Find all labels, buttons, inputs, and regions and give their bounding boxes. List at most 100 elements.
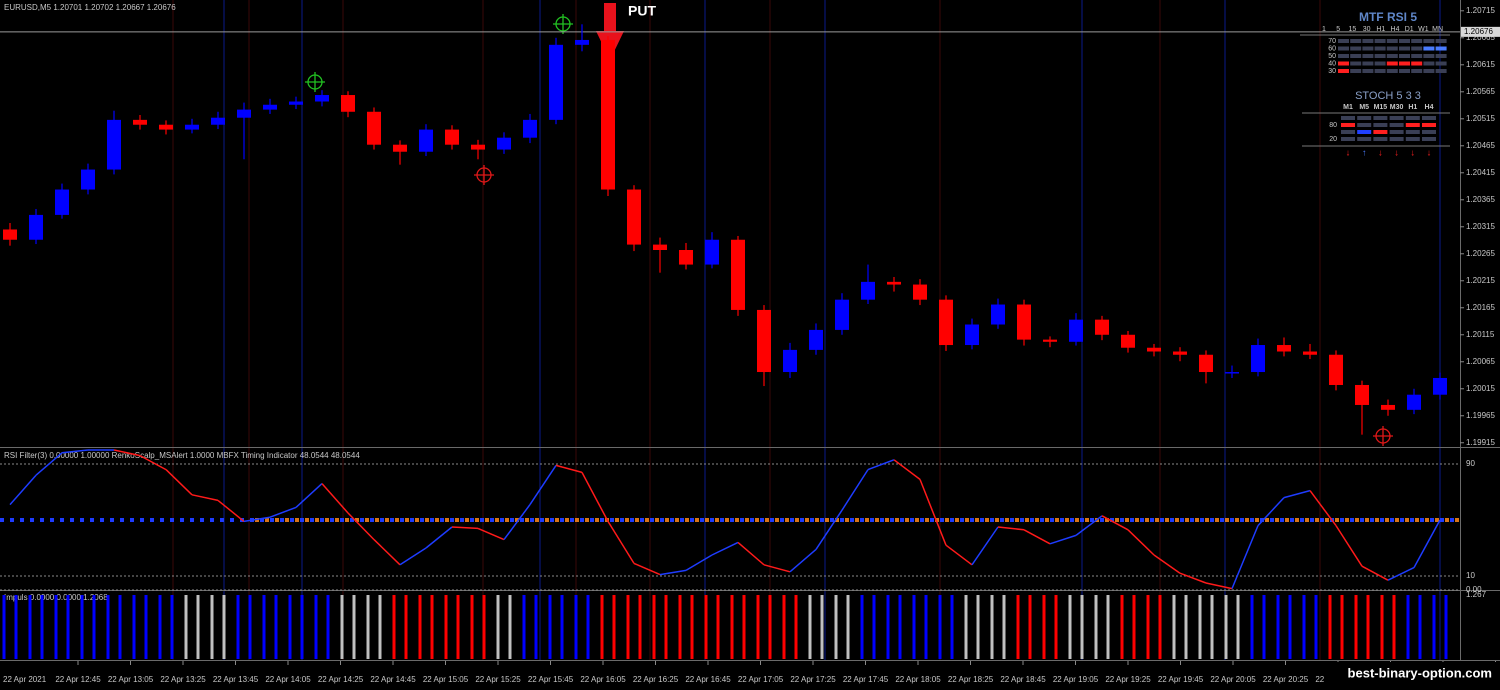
impulse-bar bbox=[54, 595, 58, 659]
candle-body bbox=[1043, 339, 1057, 342]
widget-cell bbox=[1374, 69, 1386, 73]
x-tick-label: 22 Apr 19:25 bbox=[1105, 675, 1151, 684]
candle-body bbox=[679, 249, 693, 265]
oscillator-segment bbox=[165, 469, 193, 496]
widget-cell bbox=[1386, 61, 1398, 66]
oscillator-segment bbox=[1387, 566, 1415, 581]
candle-body bbox=[55, 189, 69, 215]
oscillator-segment bbox=[919, 479, 947, 546]
impulse-bar bbox=[144, 595, 148, 659]
oscillator-segment bbox=[893, 459, 921, 480]
x-tick-label: 22 Apr 15:45 bbox=[528, 675, 574, 684]
impulse-bar bbox=[1184, 595, 1188, 659]
widget-cell bbox=[1350, 46, 1362, 51]
crosshair-markers bbox=[305, 14, 1393, 446]
y-tick-label: 10 bbox=[1466, 571, 1475, 580]
widget-cell bbox=[1357, 130, 1372, 134]
impulse-bar bbox=[1380, 595, 1384, 659]
x-tick-label: 22 Apr 13:05 bbox=[108, 675, 154, 684]
impulse-bar bbox=[300, 595, 304, 659]
candle-body bbox=[1407, 394, 1421, 410]
oscillator-segment bbox=[347, 512, 375, 541]
widget-column: M30 bbox=[1390, 104, 1404, 111]
impulse-bar bbox=[716, 595, 720, 659]
widget-column: M5 bbox=[1359, 104, 1369, 111]
oscillator-segment bbox=[1075, 515, 1103, 536]
candle-body bbox=[211, 117, 225, 125]
impulse-bar bbox=[1314, 595, 1318, 659]
impulse-bar bbox=[898, 595, 902, 659]
oscillator-segment bbox=[269, 506, 297, 518]
y-tick-label: 1.20415 bbox=[1466, 168, 1495, 177]
y-tick-label: 1.20365 bbox=[1466, 195, 1495, 204]
impulse-bar bbox=[886, 595, 890, 659]
widget-cell bbox=[1350, 54, 1362, 58]
widget-cell bbox=[1399, 46, 1410, 51]
oscillator-segment bbox=[61, 449, 89, 454]
oscillator-segment bbox=[815, 509, 843, 550]
impulse-bar bbox=[560, 595, 564, 659]
widget-cell bbox=[1389, 123, 1404, 127]
watermark: best-binary-option.com bbox=[1348, 665, 1492, 680]
candle-body bbox=[549, 44, 563, 120]
widget-cell bbox=[1362, 61, 1374, 66]
impulse-bar bbox=[352, 595, 356, 659]
impulse-bar bbox=[196, 595, 200, 659]
oscillator-segment bbox=[1257, 497, 1285, 527]
oscillator-segment bbox=[737, 541, 765, 566]
impulse-bar bbox=[118, 595, 122, 659]
candle-body bbox=[263, 104, 277, 110]
widget-title: STOCH 5 3 3 bbox=[1355, 90, 1421, 102]
impulse-bar bbox=[820, 595, 824, 659]
indicator-label: RSI Filter(3) 0.00000 1.00000 RenkoScalp… bbox=[4, 451, 360, 460]
oscillator-segment bbox=[1335, 525, 1363, 567]
widget-row: 40 bbox=[1328, 60, 1336, 67]
impulse-bar bbox=[288, 595, 292, 659]
candle-body bbox=[913, 284, 927, 300]
widget-cell bbox=[1399, 54, 1410, 58]
y-tick-label: 1.20665 bbox=[1466, 33, 1495, 42]
impulse-bar bbox=[106, 595, 110, 659]
impulse-bar bbox=[456, 595, 460, 659]
y-tick-label: 90 bbox=[1466, 459, 1475, 468]
impulse-bar bbox=[1366, 595, 1370, 659]
widget-column: 30 bbox=[1363, 26, 1371, 33]
widget-cell bbox=[1405, 116, 1420, 120]
impulse-bar bbox=[1120, 595, 1124, 659]
y-tick-label: 1.19965 bbox=[1466, 411, 1495, 420]
widget-cell bbox=[1422, 130, 1436, 134]
impulse-bar bbox=[808, 595, 812, 659]
impulse-bar bbox=[950, 595, 954, 659]
impulse-bar bbox=[28, 595, 32, 659]
candle-body bbox=[965, 324, 979, 346]
widget-cell bbox=[1435, 61, 1447, 66]
widget-column: M15 bbox=[1374, 104, 1388, 111]
x-tick-label: 22 Apr 16:05 bbox=[580, 675, 626, 684]
x-tick-label: 22 Apr 12:45 bbox=[55, 675, 101, 684]
widget-column: 1 bbox=[1322, 26, 1326, 33]
y-tick-label: 1.20215 bbox=[1466, 276, 1495, 285]
impulse-bar bbox=[132, 595, 136, 659]
impulse-bar bbox=[418, 595, 422, 659]
candle-body bbox=[29, 214, 43, 240]
oscillator-segment bbox=[217, 499, 245, 522]
impulse-bar bbox=[742, 595, 746, 659]
widget-cell bbox=[1435, 46, 1447, 51]
impulse-bar bbox=[938, 595, 942, 659]
widget-cell bbox=[1405, 130, 1420, 134]
oscillator-segment bbox=[191, 494, 219, 502]
impulse-bar bbox=[1198, 595, 1202, 659]
impulse-bar bbox=[1132, 595, 1136, 659]
candle-body bbox=[523, 119, 537, 138]
current-price-box bbox=[1461, 26, 1500, 37]
candle-body bbox=[861, 281, 875, 300]
impulse-bar bbox=[1302, 595, 1306, 659]
impulse-bar bbox=[262, 595, 266, 659]
oscillator-segment bbox=[659, 569, 687, 576]
impulse-bar bbox=[158, 595, 162, 659]
oscillator-segment bbox=[581, 472, 609, 522]
candle-body bbox=[1173, 351, 1187, 355]
impulse-bar bbox=[392, 595, 396, 659]
x-tick-label: 22 Apr 15:25 bbox=[475, 675, 521, 684]
oscillator-segment bbox=[1127, 529, 1155, 556]
